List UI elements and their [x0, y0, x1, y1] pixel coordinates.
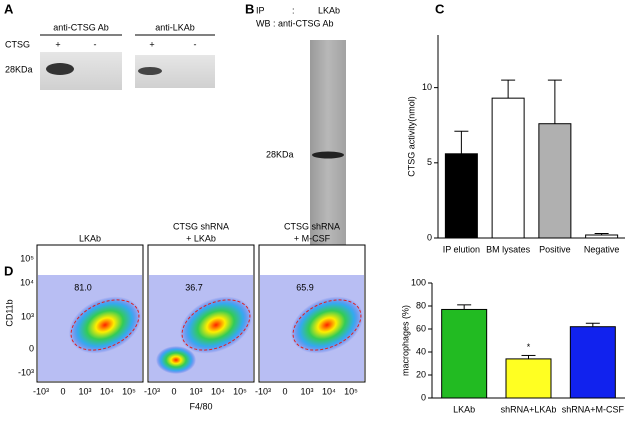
x-tick-label: IP elution [443, 244, 480, 254]
ip-sep: : [292, 5, 295, 15]
ip-label: IP [256, 5, 265, 15]
lane-label: + [149, 39, 154, 49]
band [138, 67, 162, 75]
plot-title: CTSG shRNA [173, 221, 229, 231]
bar [444, 153, 478, 239]
y-tick-label: 100 [411, 277, 426, 287]
gate-value: 65.9 [296, 282, 314, 292]
x-tick-label: 10⁴ [100, 386, 114, 396]
x-tick-label: 0 [171, 386, 176, 396]
x-tick-label: Positive [539, 244, 571, 254]
y-tick-label: 5 [427, 157, 432, 167]
x-tick-label: 10³ [189, 386, 202, 396]
marker-label: 28KDa [266, 149, 294, 159]
bar [538, 123, 572, 239]
y-tick-label: 80 [416, 300, 426, 310]
bar [585, 234, 619, 239]
density [156, 346, 196, 374]
bar [491, 97, 525, 239]
y-tick-label: 0 [427, 232, 432, 242]
marker-label: 28KDa [5, 64, 33, 74]
lane-label: - [194, 39, 197, 49]
y-axis-label: CD11b [4, 299, 14, 326]
ip-value: LKAb [318, 5, 340, 15]
x-axis-label: F4/80 [189, 401, 212, 411]
x-tick-label: -10³ [33, 386, 49, 396]
gate [181, 299, 251, 351]
panel-label: C [435, 1, 445, 16]
row-label: CTSG [5, 39, 30, 49]
x-tick-label: 10⁴ [211, 386, 225, 396]
y-tick-label: 60 [416, 323, 426, 333]
x-tick-label: shRNA+LKAb [501, 404, 557, 414]
y-tick-label: 0 [421, 392, 426, 402]
y-tick-label: 10 [422, 82, 432, 92]
density [290, 296, 364, 354]
bar [569, 326, 616, 399]
blot [310, 40, 346, 250]
plot-title: + M-CSF [294, 233, 331, 243]
lane-label: - [94, 39, 97, 49]
bar [505, 358, 552, 399]
x-tick-label: -10³ [255, 386, 271, 396]
band [46, 63, 74, 75]
y-tick-label: 10⁴ [20, 277, 34, 287]
panel-label: B [245, 1, 254, 16]
y-tick-label: 10³ [21, 311, 34, 321]
gate-value: 81.0 [74, 282, 92, 292]
density [68, 296, 142, 354]
gate [292, 299, 362, 351]
plot-title: CTSG shRNA [284, 221, 340, 231]
x-tick-label: LKAb [453, 404, 475, 414]
y-tick-label: -10³ [18, 367, 34, 377]
band [312, 151, 344, 159]
x-tick-label: 10³ [300, 386, 313, 396]
wb-label: WB : anti-CTSG Ab [256, 18, 334, 28]
x-tick-label: 0 [60, 386, 65, 396]
panel-label: A [4, 1, 14, 16]
lane-label: + [55, 39, 60, 49]
x-tick-label: 10⁵ [122, 386, 136, 396]
plot-title: + LKAb [186, 233, 216, 243]
x-tick-label: 10⁵ [344, 386, 358, 396]
gate [70, 299, 140, 351]
density [179, 296, 253, 354]
antibody-label: anti-LKAb [155, 22, 195, 32]
bar [441, 308, 488, 399]
y-tick-label: 40 [416, 346, 426, 356]
gate-value: 36.7 [185, 282, 203, 292]
x-tick-label: 0 [282, 386, 287, 396]
annotation: * [527, 342, 531, 352]
y-tick-label: 10⁵ [20, 253, 34, 263]
x-tick-label: BM lysates [486, 244, 531, 254]
x-tick-label: Negative [584, 244, 620, 254]
x-tick-label: -10³ [144, 386, 160, 396]
x-tick-label: 10⁵ [233, 386, 247, 396]
x-tick-label: shRNA+M-CSF [562, 404, 625, 414]
plot-title: LKAb [79, 233, 101, 243]
panel-label: D [4, 263, 13, 278]
x-tick-label: 10³ [78, 386, 91, 396]
x-tick-label: 10⁴ [322, 386, 336, 396]
y-axis-label: CTSG activity(nmol) [406, 96, 416, 177]
y-tick-label: 0 [29, 343, 34, 353]
y-axis-label: macrophages (%) [400, 305, 410, 376]
y-tick-label: 20 [416, 369, 426, 379]
antibody-label: anti-CTSG Ab [53, 22, 109, 32]
